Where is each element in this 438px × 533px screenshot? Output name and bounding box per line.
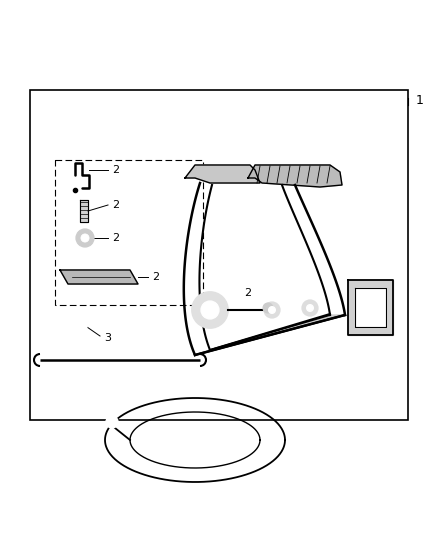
Bar <box>55 160 203 305</box>
Circle shape <box>192 292 228 328</box>
Circle shape <box>263 303 273 313</box>
Text: 2: 2 <box>244 288 251 298</box>
Polygon shape <box>60 270 138 284</box>
Polygon shape <box>195 315 345 355</box>
Circle shape <box>201 301 219 319</box>
Circle shape <box>106 416 118 428</box>
Text: 2: 2 <box>152 272 159 282</box>
Polygon shape <box>355 288 386 327</box>
Text: 2: 2 <box>112 233 119 243</box>
Polygon shape <box>185 165 260 183</box>
Circle shape <box>302 300 318 316</box>
Polygon shape <box>80 200 88 222</box>
Bar <box>30 90 408 420</box>
Text: 3: 3 <box>104 333 111 343</box>
Circle shape <box>366 303 374 311</box>
Polygon shape <box>248 165 342 187</box>
Text: 1: 1 <box>416 93 424 107</box>
Circle shape <box>264 302 280 318</box>
Circle shape <box>59 308 87 336</box>
Circle shape <box>76 229 94 247</box>
Text: 2: 2 <box>112 200 119 210</box>
Polygon shape <box>348 280 393 335</box>
Text: 2: 2 <box>112 165 119 175</box>
Circle shape <box>81 234 89 242</box>
Circle shape <box>268 306 276 313</box>
Circle shape <box>307 304 314 311</box>
